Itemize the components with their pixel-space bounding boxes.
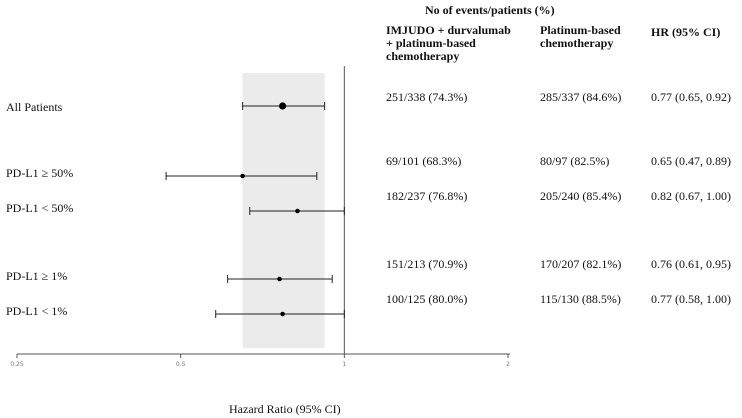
header-chemo-line-1: Platinum-based (540, 23, 621, 37)
header-imjudo-column: IMJUDO + durvalumab + platinum-based che… (386, 24, 511, 63)
row-chemo-value-1: 80/97 (82.5%) (540, 154, 610, 168)
row-label-1: PD-L1 ≥ 50% (6, 166, 74, 180)
hr-point-row-4 (280, 311, 285, 317)
header-chemo-line-2: chemotherapy (540, 36, 614, 50)
row-label-4: PD-L1 < 1% (6, 304, 68, 318)
row-chemo-value-2: 205/240 (85.4%) (540, 189, 622, 203)
row-hr-ci-value-4: 0.77 (0.58, 1.00) (651, 292, 731, 306)
hr-point-row-1 (240, 173, 245, 179)
x-axis-label: Hazard Ratio (95% CI) (229, 402, 341, 416)
row-hr-ci-value-2: 0.82 (0.67, 1.00) (651, 189, 731, 203)
header-imjudo-line-2: + platinum-based (386, 36, 476, 50)
row-hr-ci-value-3: 0.76 (0.61, 0.95) (651, 257, 731, 271)
x-tick-label-1: 0.5 (176, 361, 186, 368)
row-imjudo-value-0: 251/338 (74.3%) (386, 90, 468, 104)
header-hr-column: HR (95% CI) (651, 25, 721, 39)
hr-point-row-0 (279, 102, 287, 110)
row-chemo-value-4: 115/130 (88.5%) (540, 292, 621, 306)
header-imjudo-line-1: IMJUDO + durvalumab (386, 23, 511, 37)
forest-marks (165, 102, 345, 318)
row-imjudo-value-2: 182/237 (76.8%) (386, 189, 468, 203)
row-hr-ci-value-1: 0.65 (0.47, 0.89) (651, 154, 731, 168)
row-label-0: All Patients (6, 100, 63, 114)
header-chemo-column: Platinum-based chemotherapy (540, 24, 621, 50)
hr-point-row-3 (277, 276, 282, 282)
row-imjudo-value-1: 69/101 (68.3%) (386, 154, 462, 168)
x-tick-label-0: 0.25 (10, 361, 24, 368)
x-tick-label-2: 1 (342, 361, 346, 368)
row-chemo-value-0: 285/337 (84.6%) (540, 90, 622, 104)
header-imjudo-line-3: chemotherapy (386, 49, 460, 63)
hr-point-row-2 (295, 208, 300, 214)
x-axis-ticks: 0.25 0.5 1 2 (10, 354, 510, 368)
row-hr-ci-value-0: 0.77 (0.65, 0.92) (651, 90, 731, 104)
x-tick-label-3: 2 (506, 361, 510, 368)
row-label-3: PD-L1 ≥ 1% (6, 269, 68, 283)
row-imjudo-value-3: 151/213 (70.9%) (386, 257, 468, 271)
header-group-title: No of events/patients (%) (425, 3, 555, 17)
row-label-2: PD-L1 < 50% (6, 201, 74, 215)
row-chemo-value-3: 170/207 (82.1%) (540, 257, 622, 271)
row-imjudo-value-4: 100/125 (80.0%) (386, 292, 468, 306)
